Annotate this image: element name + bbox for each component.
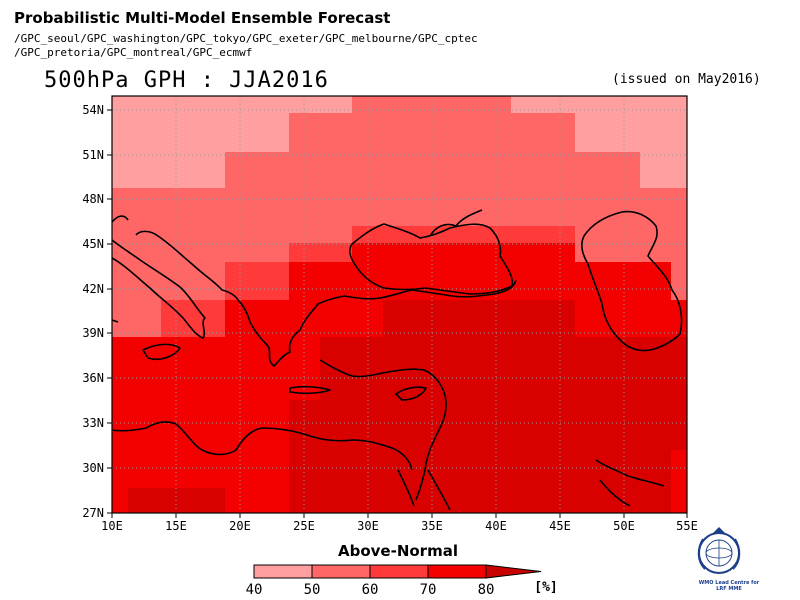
colorbar-label: 40 [246, 582, 263, 598]
lat-label: 36N [82, 371, 104, 385]
lat-label: 54N [82, 103, 104, 117]
colorbar-bin-70-80 [427, 564, 487, 579]
lon-label: 45E [549, 519, 571, 533]
logo-caption-line1: WMO Lead Centre for [698, 580, 760, 586]
lon-label: 20E [229, 519, 251, 533]
lat-label: 30N [82, 461, 104, 475]
colorbar-unit: [%] [534, 580, 557, 595]
colorbar-label: 60 [362, 582, 379, 598]
issued-date: (issued on May2016) [612, 72, 761, 87]
gpc-sources-line2: /GPC_pretoria/GPC_montreal/GPC_ecmwf [14, 46, 253, 59]
probability-field [112, 96, 687, 513]
lon-label: 50E [613, 519, 635, 533]
map-frame [111, 95, 688, 514]
header-title: Probabilistic Multi-Model Ensemble Forec… [14, 9, 391, 27]
colorbar-bin-60-70 [369, 564, 429, 579]
legend-title: Above-Normal [338, 542, 458, 560]
lat-label: 48N [82, 192, 104, 206]
colorbar-arrow-80-plus [485, 564, 542, 579]
lon-label: 30E [357, 519, 379, 533]
coastlines [111, 209, 683, 511]
lon-tick-labels: 10E 15E 20E 25E 30E 35E 40E 45E 50E 55E [101, 519, 698, 533]
color-bar [253, 564, 542, 579]
lat-label: 45N [82, 237, 104, 251]
lat-label: 42N [82, 282, 104, 296]
grid-lines [112, 96, 687, 513]
lon-label: 35E [421, 519, 443, 533]
colorbar-label: 70 [420, 582, 437, 598]
colorbar-label: 80 [478, 582, 495, 598]
wmo-logo [697, 527, 741, 574]
axis-ticks [107, 109, 688, 518]
map-title: 500hPa GPH : JJA2016 [44, 68, 329, 93]
logo-caption: WMO Lead Centre for LRF MME [684, 580, 774, 592]
lon-label: 10E [101, 519, 123, 533]
lon-label: 40E [485, 519, 507, 533]
colorbar-bin-50-60 [311, 564, 371, 579]
lon-label: 25E [293, 519, 315, 533]
gpc-sources-line1: /GPC_seoul/GPC_washington/GPC_tokyo/GPC_… [14, 32, 478, 45]
lat-label: 39N [82, 326, 104, 340]
lat-label: 33N [82, 416, 104, 430]
colorbar-bin-40-50 [253, 564, 313, 579]
lat-tick-labels: 27N 30N 33N 36N 39N 42N 45N 48N 51N 54N [82, 103, 104, 520]
logo-caption-line2: LRF MME [716, 586, 742, 592]
lon-label: 15E [165, 519, 187, 533]
colorbar-label: 50 [304, 582, 321, 598]
lat-label: 51N [82, 148, 104, 162]
lat-label: 27N [82, 506, 104, 520]
lon-label: 55E [676, 519, 698, 533]
colorbar-labels: 40 50 60 70 80 [%] [246, 580, 558, 598]
